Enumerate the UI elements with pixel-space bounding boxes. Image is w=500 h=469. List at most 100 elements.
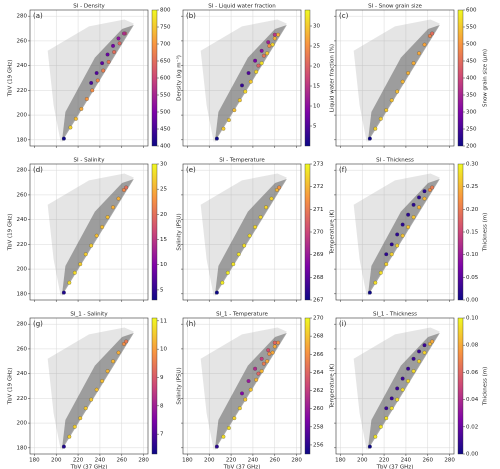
density-cloud [61, 24, 134, 142]
colorbar-tick-label: 600 [466, 8, 477, 14]
x-tick-label: 280 [444, 458, 455, 464]
point [243, 89, 248, 94]
point [373, 280, 378, 285]
point [367, 290, 372, 295]
colorbar-tick-label: 20 [313, 64, 320, 70]
point [264, 205, 268, 210]
point [122, 188, 126, 192]
colorbar-label: Salinity (PSU) [177, 213, 183, 250]
point [389, 252, 394, 257]
point [240, 391, 244, 396]
point [384, 252, 389, 257]
point [258, 215, 263, 220]
point [83, 406, 88, 411]
y-axis-label: TbV (19 GHz) [8, 214, 14, 252]
point [106, 60, 111, 64]
point [395, 386, 400, 391]
panel: (f) SI - Thickness 0.00 0.05 0.10 0.15 0.20 0.2… [334, 158, 489, 304]
colorbar-tick-label: 700 [160, 42, 171, 48]
point [237, 98, 242, 103]
colorbar-tick-label: 750 [160, 25, 171, 31]
point [100, 379, 105, 383]
point [400, 79, 405, 84]
x-tick-label: 180 [335, 458, 346, 464]
point [246, 71, 251, 75]
colorbar [151, 163, 158, 301]
colorbar-tick-label: 0.08 [466, 343, 479, 349]
panel-label: (e) [186, 166, 196, 174]
x-tick-label: 260 [270, 458, 281, 464]
point [254, 69, 259, 74]
panel-label: (g) [33, 320, 43, 328]
point [94, 71, 99, 75]
density-cloud [214, 24, 287, 142]
plot-frame [182, 9, 302, 147]
point [232, 108, 237, 113]
point [406, 212, 411, 217]
colorbar-tick-label: 550 [466, 25, 477, 31]
plot-frame [29, 317, 149, 455]
colorbar [457, 163, 464, 301]
x-tick-label: 220 [73, 458, 84, 464]
colorbar-tick-label: 25 [160, 187, 167, 193]
y-tick-label: 280 [17, 168, 28, 174]
point [400, 376, 405, 381]
point [400, 233, 405, 238]
panel: (b) SI - Liquid water fraction 5 10 15 20 25 30… [181, 4, 336, 148]
colorbar-tick-label: 0.06 [466, 370, 479, 376]
colorbar-tick-label: 500 [466, 42, 477, 48]
point [226, 118, 231, 122]
colorbar-tick-label: 450 [160, 127, 171, 133]
colorbar-label: Thickness (m) [483, 367, 489, 407]
panel: 180 200 220 240 260 280 180 200 220 240 260 280 (g) S… [8, 312, 183, 469]
colorbar-tick-label: 256 [313, 442, 324, 448]
point [400, 387, 405, 392]
y-tick-label: 180 [17, 137, 28, 143]
point [261, 53, 266, 58]
point [272, 36, 277, 41]
panel: 180 200 220 240 260 280 (d) SI - Salinity TbV (1… [8, 158, 183, 302]
colorbar-tick-label: 272 [313, 184, 324, 190]
x-axis-label: TbV (37 GHz) [376, 465, 414, 469]
point [105, 52, 110, 57]
point [61, 444, 66, 449]
point [430, 31, 435, 36]
point [422, 196, 427, 201]
point [116, 350, 121, 355]
colorbar [304, 9, 311, 147]
colorbar-tick-label: 10 [160, 347, 167, 353]
point [111, 205, 115, 210]
point [378, 116, 383, 121]
point [406, 225, 411, 229]
colorbar-label: Temperature (K) [330, 210, 336, 256]
point [214, 136, 219, 141]
point [276, 340, 280, 345]
colorbar-tick-label: 0.20 [466, 207, 479, 213]
x-tick-label: 280 [138, 458, 149, 464]
colorbar-tick-label: 273 [313, 162, 324, 168]
colorbar-tick-label: 270 [313, 316, 324, 322]
point [422, 42, 427, 47]
point [417, 51, 421, 56]
point [261, 361, 266, 366]
colorbar-tick-label: 400 [160, 144, 171, 150]
x-tick-label: 260 [423, 458, 434, 464]
point [240, 83, 244, 88]
chart-title: SI - Density [73, 4, 105, 10]
colorbar-tick-label: 10 [160, 262, 167, 268]
colorbar-tick-label: 0.25 [466, 184, 479, 190]
point [124, 339, 129, 344]
point [111, 359, 115, 364]
point [406, 379, 411, 383]
point [246, 379, 251, 383]
colorbar-tick-label: 30 [160, 162, 167, 168]
point [78, 416, 83, 421]
colorbar-tick-label: 0.10 [466, 252, 479, 258]
x-tick-label: 200 [204, 458, 215, 464]
point [367, 136, 372, 141]
panel-label: (c) [339, 12, 349, 20]
colorbar-tick-label: 300 [466, 110, 477, 116]
point [94, 387, 99, 392]
point [89, 397, 94, 402]
plot-frame [29, 163, 149, 301]
